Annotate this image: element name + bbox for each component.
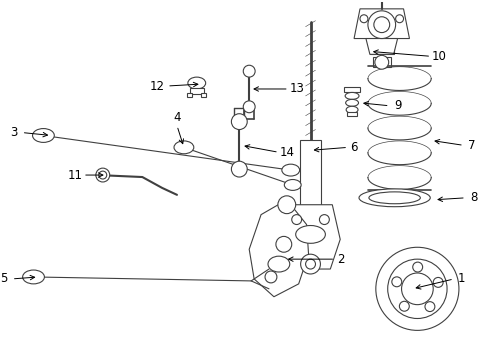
Text: 11: 11	[68, 168, 83, 181]
Text: 9: 9	[394, 99, 401, 112]
Ellipse shape	[284, 180, 301, 190]
Bar	[190, 88, 204, 94]
Text: 8: 8	[470, 191, 477, 204]
Polygon shape	[281, 205, 340, 269]
Text: 5: 5	[0, 273, 7, 285]
Circle shape	[392, 277, 402, 287]
Circle shape	[399, 301, 409, 311]
Circle shape	[388, 259, 447, 319]
Bar	[300, 140, 321, 205]
Circle shape	[99, 171, 107, 179]
Circle shape	[231, 114, 247, 130]
Circle shape	[231, 161, 247, 177]
Bar	[347, 112, 357, 116]
Circle shape	[319, 215, 329, 225]
Circle shape	[395, 15, 404, 23]
Text: 6: 6	[350, 141, 358, 154]
Ellipse shape	[282, 164, 300, 176]
Circle shape	[243, 65, 255, 77]
Polygon shape	[366, 39, 397, 54]
Circle shape	[376, 247, 459, 330]
Ellipse shape	[268, 256, 290, 272]
Circle shape	[375, 55, 389, 69]
Text: 3: 3	[10, 126, 18, 139]
Ellipse shape	[188, 77, 206, 89]
Bar	[201, 93, 206, 97]
Ellipse shape	[295, 225, 325, 243]
Text: 2: 2	[338, 253, 345, 266]
Text: 13: 13	[289, 82, 304, 95]
Ellipse shape	[345, 93, 359, 99]
Ellipse shape	[345, 99, 359, 106]
Text: 12: 12	[149, 80, 165, 93]
Ellipse shape	[346, 106, 358, 113]
Ellipse shape	[23, 270, 45, 284]
Ellipse shape	[32, 129, 54, 143]
Polygon shape	[354, 9, 410, 39]
Circle shape	[265, 271, 277, 283]
Text: 1: 1	[458, 273, 466, 285]
Circle shape	[360, 15, 368, 23]
Bar	[187, 93, 192, 97]
Text: 4: 4	[173, 111, 181, 124]
Circle shape	[374, 17, 390, 33]
Circle shape	[278, 196, 295, 213]
Circle shape	[433, 278, 443, 287]
Text: 7: 7	[468, 139, 475, 152]
Bar	[373, 57, 391, 67]
Bar	[344, 87, 360, 93]
Ellipse shape	[369, 192, 420, 204]
Circle shape	[243, 101, 255, 113]
Text: 10: 10	[432, 50, 446, 63]
Text: 14: 14	[279, 146, 294, 159]
Circle shape	[368, 11, 395, 39]
Circle shape	[292, 215, 302, 225]
Bar	[370, 39, 393, 54]
Ellipse shape	[359, 189, 430, 207]
Circle shape	[401, 273, 433, 305]
Circle shape	[276, 237, 292, 252]
Circle shape	[413, 262, 423, 272]
Circle shape	[306, 259, 316, 269]
Circle shape	[425, 302, 435, 311]
Circle shape	[96, 168, 110, 182]
Ellipse shape	[174, 141, 194, 154]
Circle shape	[266, 272, 276, 282]
Circle shape	[301, 254, 320, 274]
Polygon shape	[249, 200, 309, 297]
